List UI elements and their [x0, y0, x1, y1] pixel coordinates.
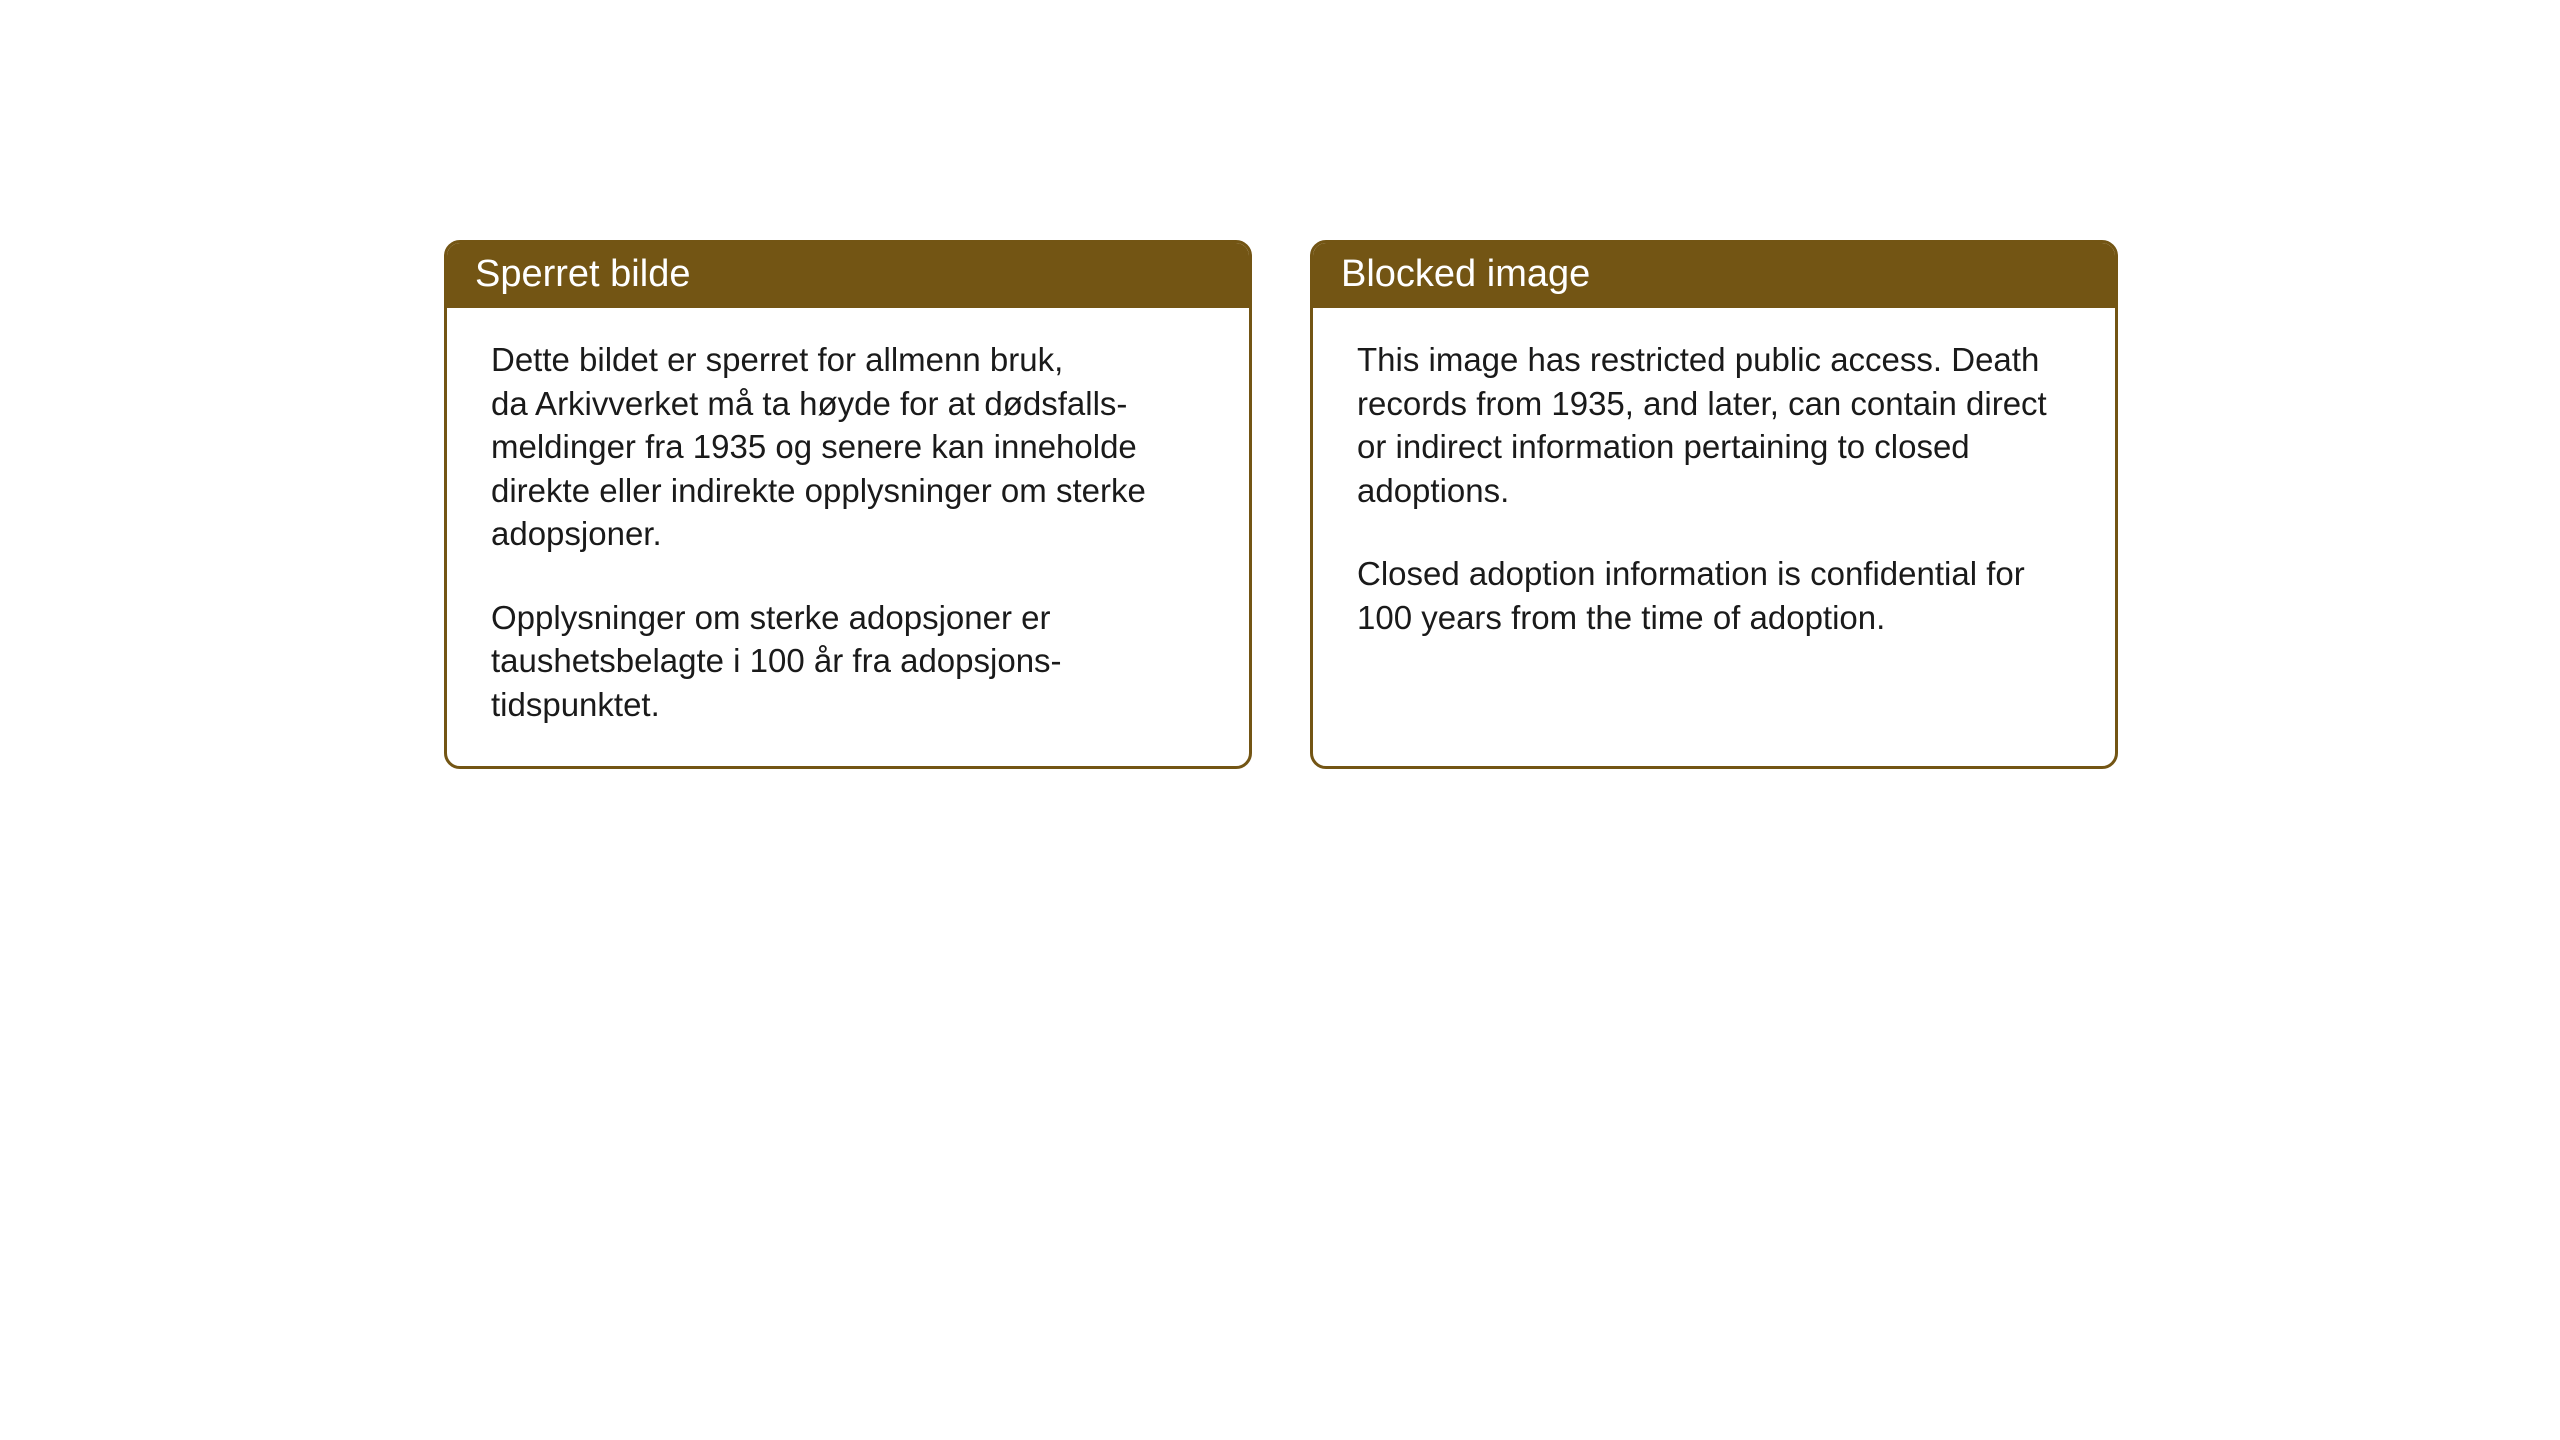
notice-card-english: Blocked image This image has restricted …	[1310, 240, 2118, 769]
notice-paragraph-2-norwegian: Opplysninger om sterke adopsjoner er tau…	[491, 596, 1205, 727]
notice-paragraph-1-english: This image has restricted public access.…	[1357, 338, 2071, 512]
notice-paragraph-1-norwegian: Dette bildet er sperret for allmenn bruk…	[491, 338, 1205, 556]
notice-body-english: This image has restricted public access.…	[1313, 308, 2115, 748]
notice-body-norwegian: Dette bildet er sperret for allmenn bruk…	[447, 308, 1249, 766]
notice-header-norwegian: Sperret bilde	[447, 243, 1249, 308]
notice-container: Sperret bilde Dette bildet er sperret fo…	[444, 240, 2118, 769]
notice-paragraph-2-english: Closed adoption information is confident…	[1357, 552, 2071, 639]
notice-header-english: Blocked image	[1313, 243, 2115, 308]
notice-title-norwegian: Sperret bilde	[475, 253, 690, 295]
notice-title-english: Blocked image	[1341, 253, 1590, 295]
notice-card-norwegian: Sperret bilde Dette bildet er sperret fo…	[444, 240, 1252, 769]
